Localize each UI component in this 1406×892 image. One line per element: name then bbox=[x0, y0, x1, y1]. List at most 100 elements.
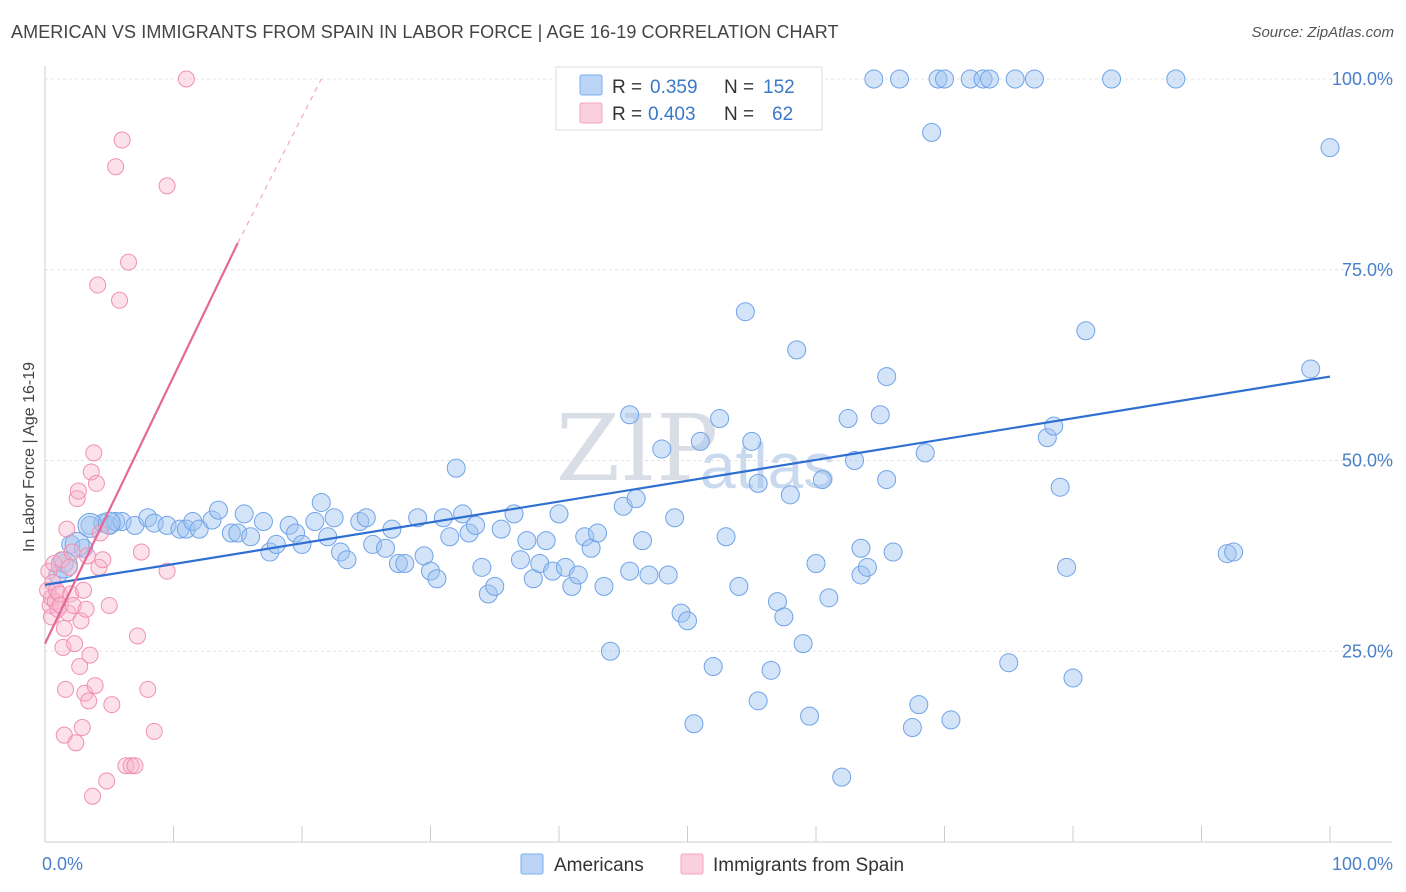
americans-point-136 bbox=[1217, 544, 1237, 564]
americans-point-110 bbox=[870, 405, 890, 425]
americans-point-16 bbox=[189, 519, 209, 539]
americans-point-19 bbox=[221, 523, 241, 543]
americans-point-133 bbox=[1076, 321, 1096, 341]
americans-point-63 bbox=[549, 504, 569, 524]
bottom-legend-swatch-americans bbox=[520, 853, 544, 875]
americans-point-15 bbox=[183, 512, 203, 532]
watermark-zip: ZIP bbox=[556, 395, 718, 502]
spain-point-50 bbox=[113, 131, 131, 149]
spain-point-44 bbox=[94, 551, 112, 569]
americans-point-57 bbox=[510, 550, 530, 570]
americans-point-33 bbox=[331, 542, 351, 562]
americans-point-90 bbox=[742, 431, 762, 451]
americans-point-127 bbox=[1024, 69, 1044, 89]
spain-point-17 bbox=[58, 520, 76, 538]
bottom-legend-swatch-spain bbox=[680, 853, 704, 875]
legend-r-value-1: 0.359 bbox=[650, 77, 698, 98]
americans-point-101 bbox=[812, 470, 832, 490]
bottom-legend-label-spain: Immigrants from Spain bbox=[713, 855, 904, 876]
americans-point-50 bbox=[459, 523, 479, 543]
americans-cluster-point-2 bbox=[64, 531, 90, 557]
americans-point-48 bbox=[446, 458, 466, 478]
watermark: ZIP atlas bbox=[556, 395, 835, 502]
americans-point-67 bbox=[575, 527, 595, 547]
spain-point-37 bbox=[84, 787, 102, 805]
americans-point-75 bbox=[626, 489, 646, 509]
spain-point-58 bbox=[145, 722, 163, 740]
americans-point-25 bbox=[266, 534, 286, 554]
americans-point-93 bbox=[761, 660, 781, 680]
spain-point-21 bbox=[63, 543, 81, 561]
series-0 bbox=[48, 69, 1340, 787]
americans-point-80 bbox=[665, 508, 685, 528]
spain-point-30 bbox=[75, 581, 93, 599]
americans-point-8 bbox=[112, 512, 132, 532]
americans-point-111 bbox=[877, 367, 897, 387]
americans-point-91 bbox=[748, 473, 768, 493]
americans-point-58 bbox=[517, 531, 537, 551]
americans-point-55 bbox=[491, 519, 511, 539]
spain-point-41 bbox=[89, 276, 107, 294]
americans-point-77 bbox=[639, 565, 659, 585]
legend-box: R = 0.359 N = 152 R = 0.403 N = 62 bbox=[555, 66, 823, 131]
americans-point-108 bbox=[857, 557, 877, 577]
americans-point-78 bbox=[652, 439, 672, 459]
grid-lines bbox=[45, 78, 1392, 652]
bottom-legend-label-americans: Americans bbox=[554, 855, 644, 876]
americans-point-99 bbox=[800, 706, 820, 726]
legend-n-value-1: 152 bbox=[763, 77, 795, 98]
americans-point-109 bbox=[864, 69, 884, 89]
spain-point-27 bbox=[71, 658, 89, 676]
americans-point-22 bbox=[241, 527, 261, 547]
americans-point-103 bbox=[832, 767, 852, 787]
americans-point-96 bbox=[780, 485, 800, 505]
y-axis-label: In Labor Force | Age 16-19 bbox=[21, 362, 38, 552]
americans-point-21 bbox=[234, 504, 254, 524]
americans-point-52 bbox=[472, 557, 492, 577]
americans-point-26 bbox=[279, 515, 299, 535]
americans-point-113 bbox=[883, 542, 903, 562]
spain-point-39 bbox=[86, 677, 104, 695]
americans-point-20 bbox=[228, 523, 248, 543]
americans-point-98 bbox=[793, 634, 813, 654]
spain-point-46 bbox=[100, 596, 118, 614]
americans-point-12 bbox=[157, 515, 177, 535]
americans-point-17 bbox=[202, 510, 222, 530]
americans-point-42 bbox=[408, 508, 428, 528]
americans-point-36 bbox=[356, 508, 376, 528]
americans-point-53 bbox=[478, 584, 498, 604]
spain-point-40 bbox=[87, 474, 105, 492]
spain-point-29 bbox=[73, 719, 91, 737]
americans-point-116 bbox=[909, 695, 929, 715]
spain-point-35 bbox=[81, 646, 99, 664]
americans-point-120 bbox=[935, 69, 954, 89]
legend-r-label-1: R = bbox=[612, 77, 642, 98]
legend-swatch-americans bbox=[579, 74, 603, 96]
spain-point-47 bbox=[103, 696, 121, 714]
legend-r-value-2: 0.403 bbox=[648, 104, 696, 125]
americans-point-29 bbox=[305, 512, 325, 532]
spain-trend-line bbox=[44, 242, 239, 645]
trend-layer bbox=[44, 78, 1331, 645]
americans-point-81 bbox=[671, 603, 691, 623]
source-credit: Source: ZipAtlas.com bbox=[1251, 24, 1394, 41]
americans-point-88 bbox=[729, 576, 749, 596]
spain-point-59 bbox=[158, 562, 176, 580]
spain-point-34 bbox=[80, 692, 98, 710]
spain-trend-extension bbox=[237, 78, 322, 244]
americans-point-100 bbox=[806, 554, 826, 574]
americans-point-128 bbox=[1037, 428, 1057, 448]
spain-point-49 bbox=[111, 291, 129, 309]
watermark-atlas: atlas bbox=[700, 430, 835, 502]
americans-point-123 bbox=[973, 69, 993, 89]
americans-point-138 bbox=[1301, 359, 1321, 379]
spain-point-57 bbox=[139, 680, 157, 698]
americans-point-23 bbox=[253, 512, 273, 532]
americans-point-65 bbox=[562, 576, 582, 596]
y-tick-label-0: 25.0% bbox=[1342, 641, 1393, 661]
spain-point-16 bbox=[57, 680, 75, 698]
y-tick-label-3: 100.0% bbox=[1332, 69, 1393, 89]
americans-point-31 bbox=[318, 527, 338, 547]
legend-n-label-2: N = bbox=[724, 104, 754, 125]
americans-point-10 bbox=[138, 508, 158, 528]
